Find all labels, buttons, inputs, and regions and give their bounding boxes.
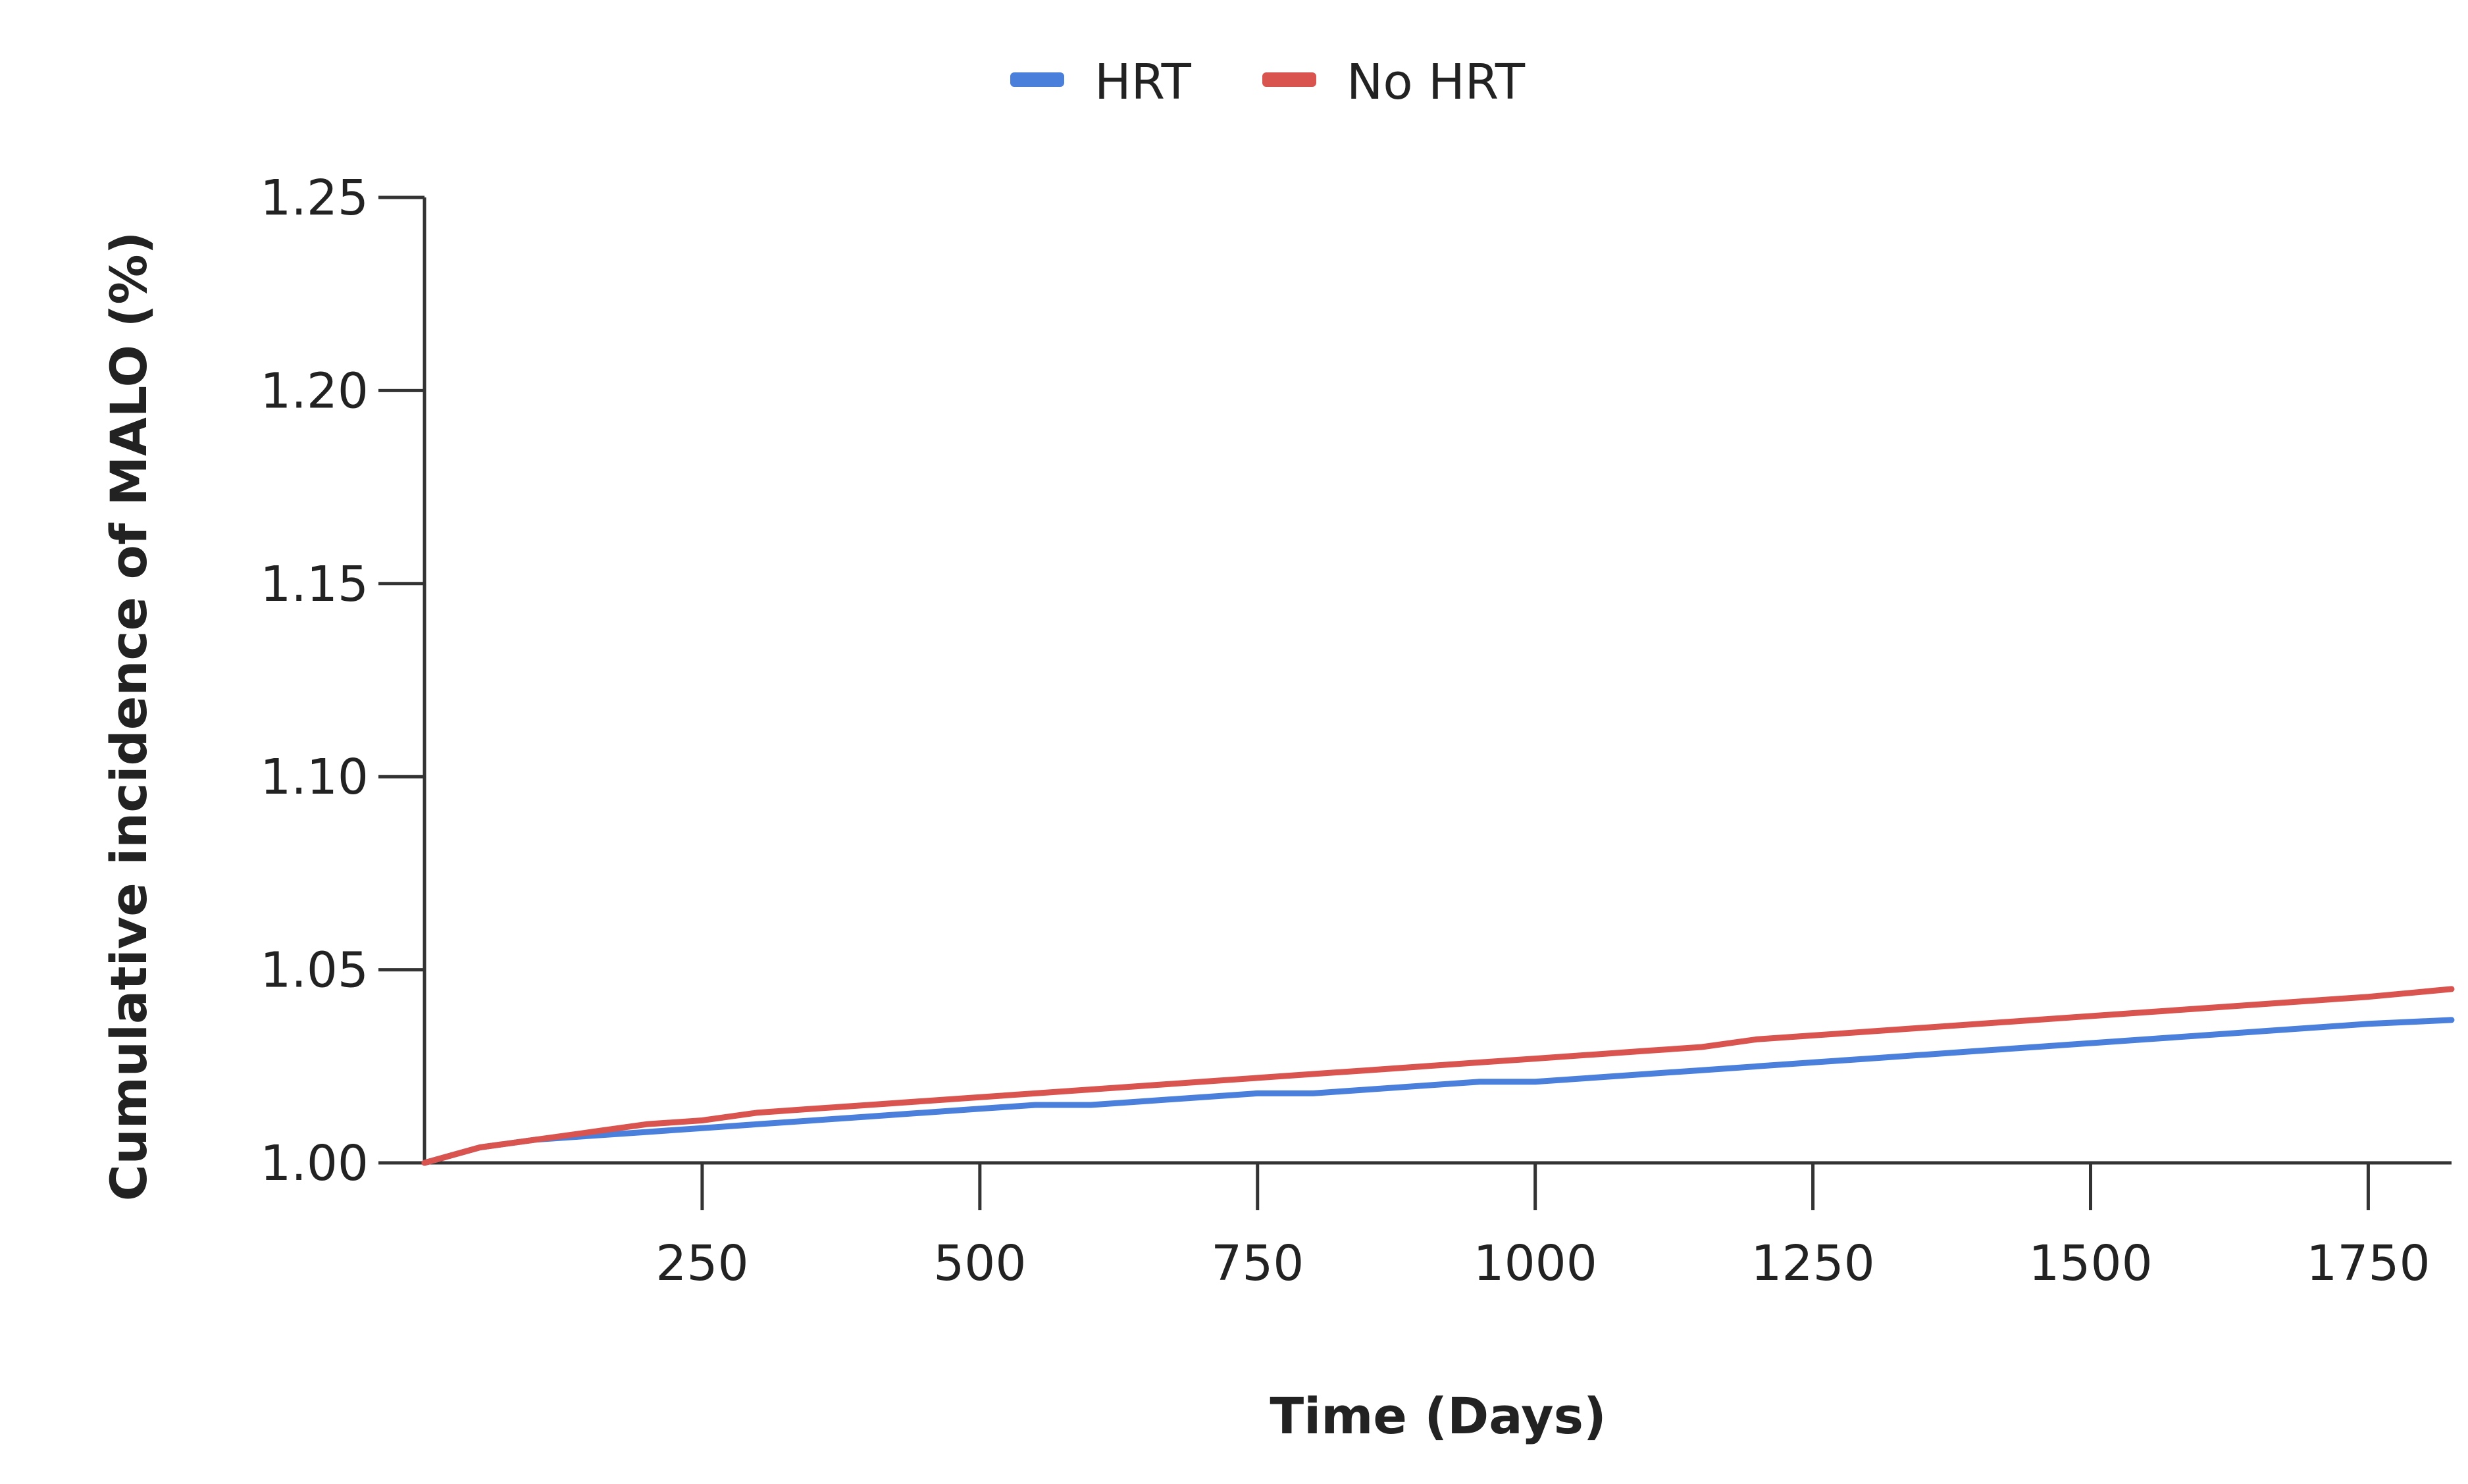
y-axis-title: Cumulative incidence of MALO (%) bbox=[99, 232, 158, 1201]
y-tick-label: 1.20 bbox=[260, 363, 369, 419]
legend-label-no-hrt: No HRT bbox=[1347, 54, 1526, 111]
x-axis-title: Time (Days) bbox=[1270, 1387, 1606, 1445]
legend-label-hrt: HRT bbox=[1094, 54, 1192, 111]
axes bbox=[423, 197, 2452, 1165]
x-tick-label: 500 bbox=[933, 1235, 1026, 1292]
x-tick-label: 1750 bbox=[2306, 1235, 2430, 1292]
series-line-hrt bbox=[421, 1017, 2455, 1166]
x-ticks: 250 500 750 1000 1250 1500 1750 bbox=[656, 1163, 2430, 1292]
x-tick-label: 1250 bbox=[1751, 1235, 1874, 1292]
y-tick-label: 1.00 bbox=[260, 1135, 369, 1192]
series-layer bbox=[421, 986, 2455, 1166]
x-tick-label: 250 bbox=[656, 1235, 748, 1292]
legend: HRT No HRT bbox=[1010, 54, 1526, 111]
y-tick-label: 1.10 bbox=[260, 749, 369, 806]
y-tick-label: 1.15 bbox=[260, 556, 369, 613]
x-tick-label: 750 bbox=[1211, 1235, 1304, 1292]
y-tick-label: 1.05 bbox=[260, 942, 369, 999]
y-ticks: 1.00 1.05 1.10 1.15 1.20 1.25 bbox=[260, 170, 424, 1192]
x-tick-label: 1500 bbox=[2028, 1235, 2152, 1292]
legend-swatch-hrt bbox=[1010, 72, 1064, 87]
legend-swatch-no-hrt bbox=[1262, 72, 1316, 87]
y-tick-label: 1.25 bbox=[260, 170, 369, 226]
series-line-no-hrt bbox=[421, 986, 2455, 1166]
x-tick-label: 1000 bbox=[1474, 1235, 1597, 1292]
